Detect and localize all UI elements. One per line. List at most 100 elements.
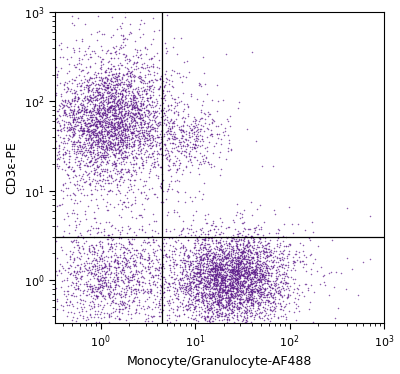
Point — [131, 72, 138, 78]
Point — [244, 272, 251, 278]
Point — [126, 238, 133, 244]
Point — [296, 307, 302, 313]
Point — [233, 238, 239, 244]
Point — [223, 291, 230, 297]
Point — [171, 207, 177, 213]
Point — [202, 314, 209, 320]
Point — [60, 86, 67, 92]
Point — [208, 271, 214, 277]
Point — [244, 283, 250, 289]
Point — [239, 265, 246, 271]
Point — [74, 91, 80, 97]
Point — [222, 265, 228, 271]
Point — [63, 89, 70, 95]
Point — [139, 132, 146, 138]
Point — [119, 94, 126, 99]
Point — [224, 315, 231, 321]
Point — [216, 294, 222, 300]
Point — [119, 262, 125, 268]
Point — [239, 288, 246, 294]
Point — [63, 124, 70, 130]
Point — [107, 244, 113, 250]
Point — [200, 256, 206, 262]
Point — [100, 124, 107, 130]
Point — [229, 280, 236, 286]
Point — [181, 129, 188, 135]
Point — [107, 140, 114, 145]
Point — [115, 106, 121, 112]
Point — [238, 270, 245, 276]
Point — [104, 300, 110, 306]
Point — [76, 172, 82, 178]
Point — [107, 201, 113, 207]
Point — [102, 87, 108, 93]
Point — [92, 256, 99, 262]
Point — [74, 146, 80, 152]
Point — [174, 155, 180, 161]
Point — [295, 303, 302, 309]
Point — [140, 109, 147, 115]
Point — [160, 95, 166, 101]
Point — [59, 117, 66, 123]
Point — [192, 294, 198, 300]
Point — [119, 174, 126, 180]
Point — [197, 128, 203, 134]
Point — [117, 298, 124, 304]
Point — [113, 107, 120, 113]
Point — [179, 282, 186, 288]
Point — [104, 132, 110, 138]
Point — [223, 283, 230, 289]
Point — [207, 294, 214, 300]
Point — [202, 250, 209, 256]
Point — [119, 104, 125, 110]
Point — [162, 92, 168, 98]
Point — [74, 116, 80, 122]
Point — [267, 252, 273, 258]
Point — [108, 93, 115, 99]
Point — [55, 151, 62, 157]
Point — [110, 98, 116, 104]
Point — [133, 100, 139, 106]
Point — [285, 243, 291, 249]
Point — [221, 272, 228, 278]
Point — [146, 101, 153, 107]
Point — [239, 263, 245, 269]
Point — [238, 278, 244, 283]
Point — [133, 288, 140, 294]
Point — [211, 226, 217, 232]
Point — [83, 152, 90, 158]
Point — [272, 278, 278, 284]
Point — [240, 273, 247, 279]
Point — [246, 271, 253, 277]
Point — [134, 104, 140, 110]
Point — [56, 202, 63, 208]
Point — [88, 187, 94, 193]
Point — [199, 225, 205, 231]
Point — [245, 265, 251, 271]
Point — [266, 248, 273, 254]
Point — [94, 89, 101, 95]
Point — [270, 299, 276, 305]
Point — [75, 116, 81, 122]
Point — [138, 103, 144, 109]
Point — [130, 130, 137, 136]
Point — [200, 251, 206, 257]
Point — [124, 134, 131, 140]
Point — [119, 85, 125, 91]
Point — [208, 131, 215, 137]
Point — [224, 317, 230, 323]
Point — [216, 273, 222, 279]
Point — [118, 101, 125, 107]
Point — [98, 43, 104, 49]
Point — [150, 133, 156, 139]
Point — [141, 129, 148, 135]
Point — [94, 149, 101, 155]
Point — [209, 266, 216, 272]
Point — [100, 152, 107, 158]
Point — [141, 121, 147, 127]
Point — [228, 246, 234, 252]
Point — [92, 94, 98, 100]
Point — [247, 292, 254, 298]
Point — [121, 178, 128, 184]
Point — [120, 87, 126, 93]
